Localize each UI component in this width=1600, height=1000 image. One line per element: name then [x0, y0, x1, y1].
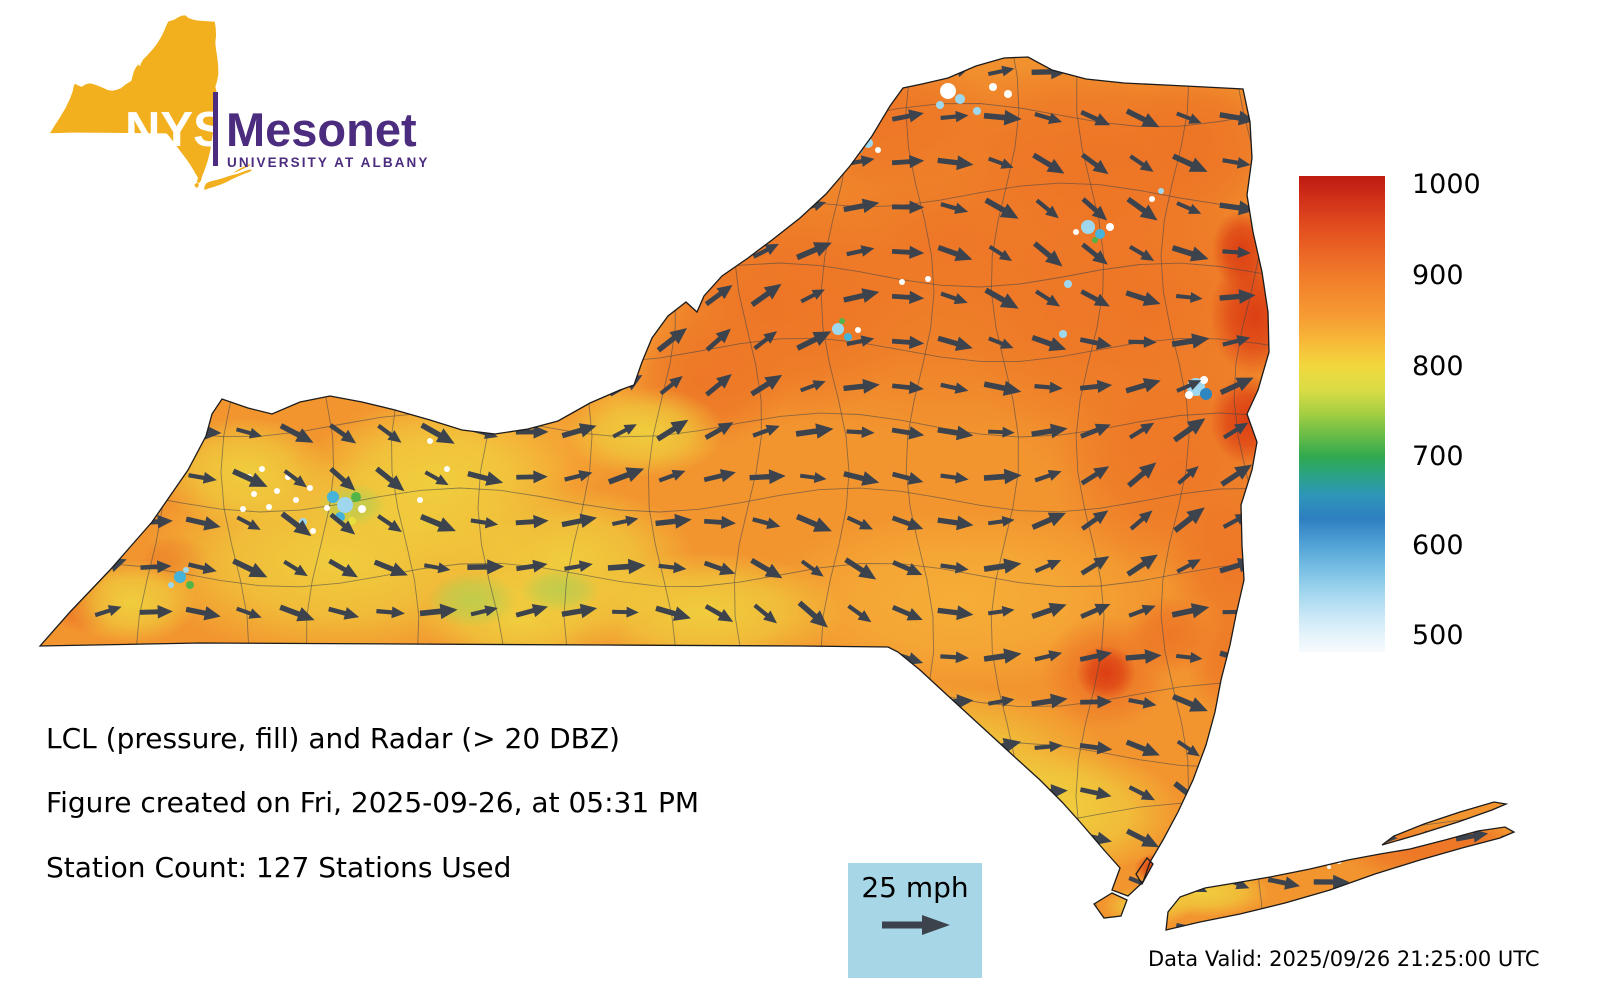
colorbar-tick-label: 600: [1412, 529, 1464, 561]
logo-mesonet-text: Mesonet: [226, 103, 417, 156]
logo-nys-text: NYS: [125, 103, 226, 157]
data-valid-timestamp: Data Valid: 2025/09/26 21:25:00 UTC: [1148, 947, 1540, 971]
pressure-colorbar: [1299, 176, 1385, 652]
logo-university-text: UNIVERSITY AT ALBANY: [227, 155, 430, 170]
wind-legend-arrow-icon: [882, 915, 950, 935]
colorbar-tick-label: 500: [1412, 619, 1464, 651]
nys-mesonet-logo: NYS Mesonet UNIVERSITY AT ALBANY: [49, 15, 430, 190]
wind-legend-label: 25 mph: [861, 871, 969, 904]
colorbar-tick-label: 700: [1412, 440, 1464, 472]
wind-speed-legend: 25 mph: [848, 863, 982, 978]
colorbar-tick-label: 900: [1412, 259, 1464, 291]
colorbar-tick-label: 800: [1412, 350, 1464, 382]
colorbar-tick-label: 1000: [1412, 168, 1481, 200]
station-count-text: Station Count: 127 Stations Used: [46, 851, 512, 884]
logo-divider-bar: [213, 92, 218, 166]
figure-title: LCL (pressure, fill) and Radar (> 20 DBZ…: [46, 722, 620, 755]
figure-created-text: Figure created on Fri, 2025-09-26, at 05…: [46, 786, 700, 819]
